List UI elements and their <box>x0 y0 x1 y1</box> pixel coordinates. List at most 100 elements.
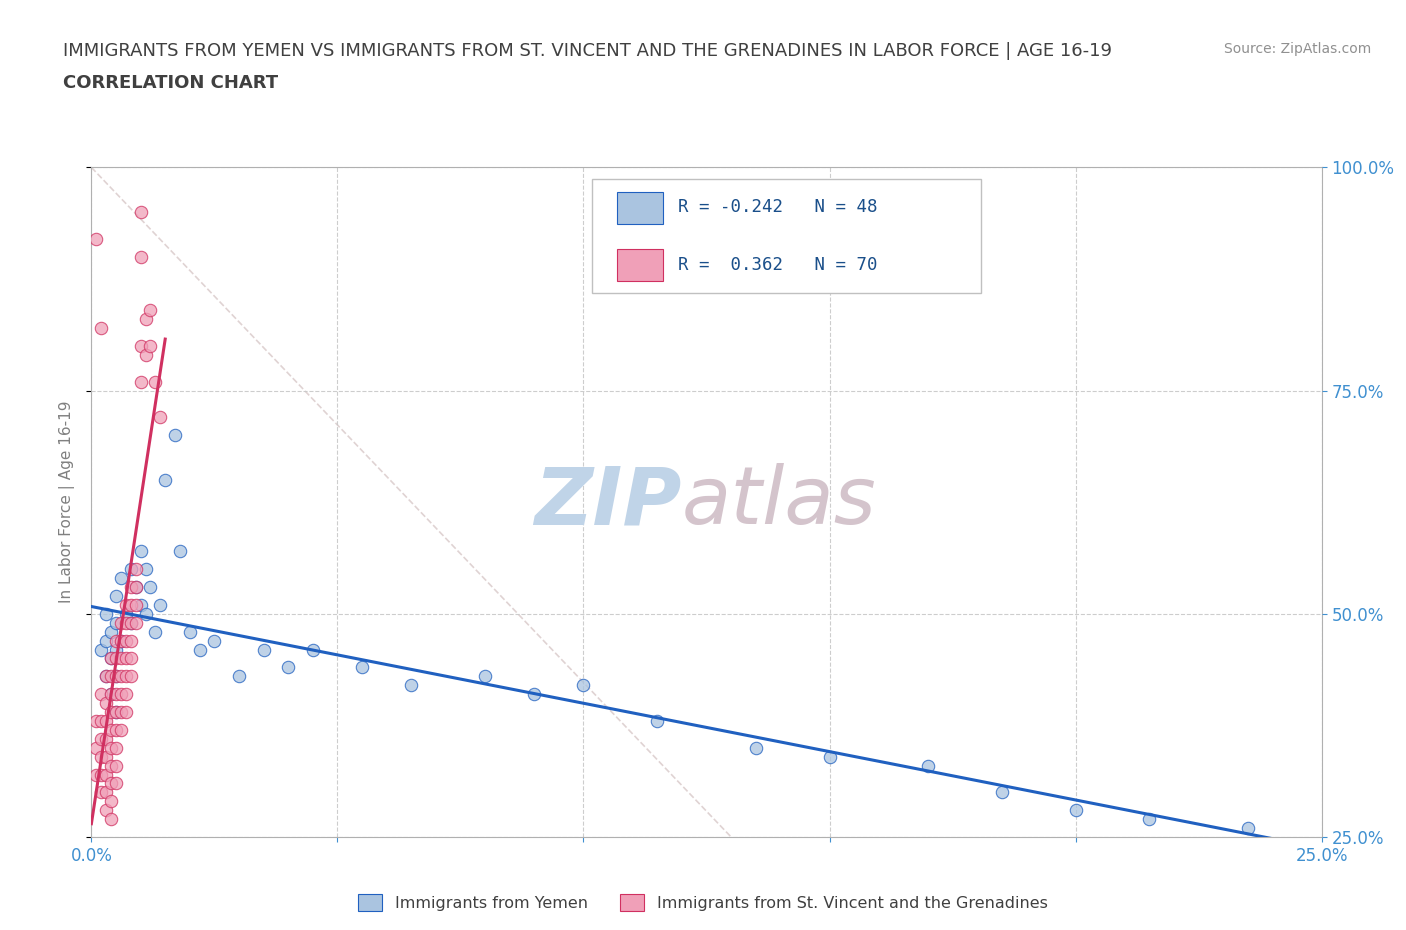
Point <box>120 633 142 648</box>
Point <box>1237 820 1260 835</box>
Point <box>105 669 127 684</box>
Point <box>129 544 152 559</box>
Point <box>129 205 152 219</box>
Point <box>90 686 112 701</box>
Point <box>96 803 117 817</box>
Point <box>114 669 138 684</box>
Point <box>110 723 132 737</box>
Point <box>114 616 138 631</box>
Point <box>202 633 225 648</box>
Point <box>100 686 122 701</box>
Point <box>100 669 122 684</box>
Point <box>96 696 117 711</box>
Point <box>114 597 138 612</box>
Point <box>110 651 132 666</box>
Point <box>114 705 138 720</box>
Point <box>990 785 1012 800</box>
Point <box>228 669 250 684</box>
Point <box>105 758 127 773</box>
Point <box>163 428 186 443</box>
Bar <box>617 249 664 281</box>
Point <box>100 758 122 773</box>
Point <box>86 740 108 755</box>
Point <box>153 472 177 487</box>
Point <box>100 686 122 701</box>
Point <box>120 616 142 631</box>
Point <box>124 597 146 612</box>
Point <box>114 686 138 701</box>
Point <box>149 597 172 612</box>
Point <box>90 642 112 657</box>
Point <box>135 312 156 326</box>
Point <box>1064 803 1087 817</box>
Text: IMMIGRANTS FROM YEMEN VS IMMIGRANTS FROM ST. VINCENT AND THE GRENADINES IN LABOR: IMMIGRANTS FROM YEMEN VS IMMIGRANTS FROM… <box>63 42 1112 60</box>
Point <box>120 562 142 577</box>
Point <box>90 767 112 782</box>
FancyBboxPatch shape <box>592 179 981 293</box>
Point <box>139 303 162 318</box>
Point <box>105 776 127 790</box>
Point <box>96 713 117 728</box>
Point <box>96 767 117 782</box>
Text: R =  0.362   N = 70: R = 0.362 N = 70 <box>678 256 877 273</box>
Point <box>100 651 122 666</box>
Text: R = -0.242   N = 48: R = -0.242 N = 48 <box>678 198 877 217</box>
Point <box>110 686 132 701</box>
Point <box>1139 812 1161 827</box>
Point <box>110 616 132 631</box>
Point <box>523 686 546 701</box>
Point <box>105 589 127 604</box>
Point <box>135 606 156 621</box>
Text: ZIP: ZIP <box>534 463 682 541</box>
Point <box>120 651 142 666</box>
Point <box>110 669 132 684</box>
Point <box>110 633 132 648</box>
Point <box>129 249 152 264</box>
Point <box>105 705 127 720</box>
Point <box>90 785 112 800</box>
Text: atlas: atlas <box>682 463 877 541</box>
Point <box>124 579 146 594</box>
Point <box>120 669 142 684</box>
Point <box>745 740 768 755</box>
Point <box>188 642 211 657</box>
Point <box>110 633 132 648</box>
Point <box>96 731 117 746</box>
Point <box>96 633 117 648</box>
Text: CORRELATION CHART: CORRELATION CHART <box>63 74 278 92</box>
Point <box>100 794 122 809</box>
Point <box>105 723 127 737</box>
Point <box>86 232 108 246</box>
Point <box>124 562 146 577</box>
Point <box>110 705 132 720</box>
Point <box>139 579 162 594</box>
Point <box>86 767 108 782</box>
Point <box>129 374 152 389</box>
Point <box>114 633 138 648</box>
Point <box>100 812 122 827</box>
Point <box>105 651 127 666</box>
Point <box>572 678 595 693</box>
Point <box>105 642 127 657</box>
Point <box>96 750 117 764</box>
Point <box>100 705 122 720</box>
Point <box>399 678 422 693</box>
Point <box>100 776 122 790</box>
Point <box>169 544 191 559</box>
Y-axis label: In Labor Force | Age 16-19: In Labor Force | Age 16-19 <box>59 401 76 604</box>
Point <box>86 713 108 728</box>
Point <box>100 651 122 666</box>
Point <box>96 669 117 684</box>
Point <box>105 633 127 648</box>
Point <box>917 758 939 773</box>
Point <box>129 597 152 612</box>
Point <box>818 750 841 764</box>
Point <box>90 731 112 746</box>
Point <box>96 669 117 684</box>
Point <box>105 705 127 720</box>
Point <box>301 642 323 657</box>
Point <box>277 660 299 675</box>
Point <box>105 616 127 631</box>
Point <box>474 669 496 684</box>
Point <box>120 579 142 594</box>
